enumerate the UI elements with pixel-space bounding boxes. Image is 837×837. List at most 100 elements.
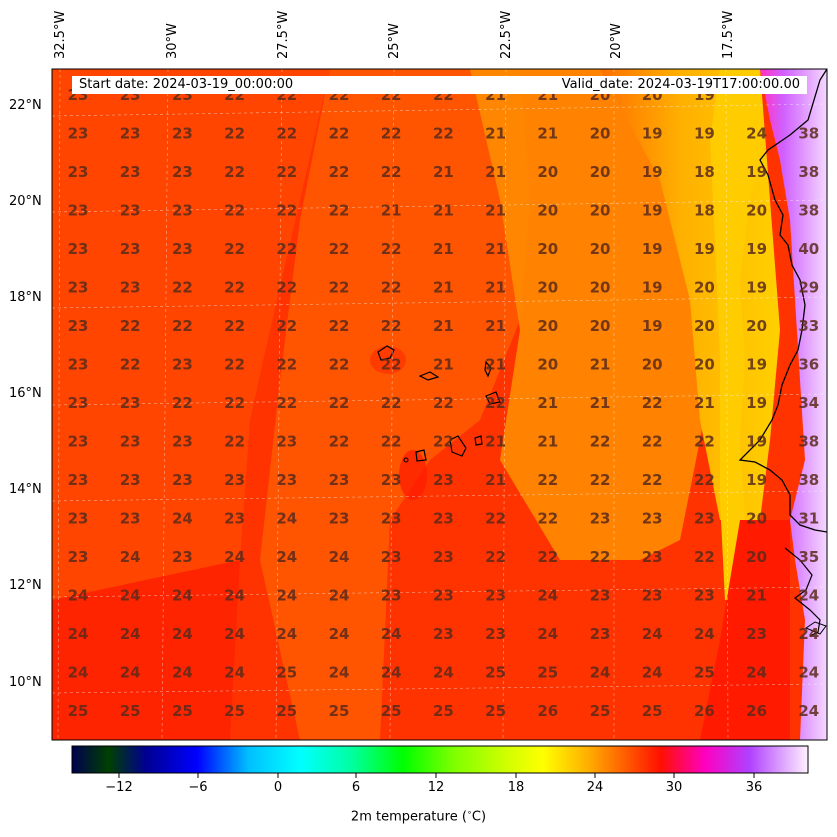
temperature-value: 22 — [381, 433, 402, 451]
temperature-value: 22 — [381, 317, 402, 335]
temperature-value: 21 — [485, 317, 506, 335]
temperature-value: 19 — [642, 279, 663, 297]
temperature-value: 20 — [590, 163, 611, 181]
temperature-value: 21 — [537, 433, 558, 451]
temperature-value: 22 — [694, 433, 715, 451]
temperature-value: 19 — [746, 240, 767, 258]
temperature-value: 24 — [329, 548, 350, 566]
temperature-value: 40 — [798, 240, 819, 258]
temperature-value: 23 — [68, 548, 89, 566]
temperature-value: 24 — [329, 625, 350, 643]
temperature-value: 23 — [381, 471, 402, 489]
temperature-value: 23 — [172, 356, 193, 374]
temperature-value: 24 — [798, 587, 819, 605]
temperature-value: 22 — [276, 317, 297, 335]
temperature-value: 22 — [694, 471, 715, 489]
temperature-value: 21 — [537, 394, 558, 412]
temperature-value: 20 — [537, 279, 558, 297]
temperature-value: 24 — [224, 625, 245, 643]
temperature-value: 22 — [694, 548, 715, 566]
temperature-value: 20 — [590, 202, 611, 220]
lon-label-30w: 30°W — [165, 23, 180, 59]
temperature-value: 22 — [537, 548, 558, 566]
temperature-value: 20 — [694, 317, 715, 335]
island — [377, 345, 395, 361]
temperature-value: 21 — [694, 394, 715, 412]
temperature-value: 21 — [381, 202, 402, 220]
temperature-value: 22 — [381, 279, 402, 297]
temperature-value: 23 — [642, 587, 663, 605]
temperature-value: 22 — [276, 202, 297, 220]
temperature-value: 24 — [120, 548, 141, 566]
temperature-value: 20 — [590, 317, 611, 335]
temperature-value: 21 — [485, 356, 506, 374]
temperature-value: 23 — [381, 587, 402, 605]
temperature-value: 23 — [120, 510, 141, 528]
temperature-value: 20 — [746, 510, 767, 528]
lat-label-10n: 10°N — [9, 675, 42, 690]
lon-label-20w: 20°W — [609, 23, 624, 59]
temperature-value: 23 — [68, 471, 89, 489]
temperature-value: 24 — [172, 587, 193, 605]
temperature-value: 22 — [172, 394, 193, 412]
temperature-value: 21 — [485, 240, 506, 258]
temperature-value: 25 — [276, 664, 297, 682]
temperature-value: 24 — [224, 664, 245, 682]
temperature-value: 19 — [746, 433, 767, 451]
temperature-value: 24 — [798, 625, 819, 643]
temperature-value: 19 — [746, 279, 767, 297]
temperature-value: 19 — [642, 317, 663, 335]
temperature-value: 20 — [537, 202, 558, 220]
temperature-value: 25 — [485, 702, 506, 720]
temperature-value: 22 — [120, 356, 141, 374]
valid-date-text: Valid_date: 2024-03-19T17:00:00.00 — [561, 77, 800, 92]
temperature-value: 23 — [329, 510, 350, 528]
temperature-value: 22 — [224, 240, 245, 258]
temperature-value: 22 — [590, 548, 611, 566]
temperature-value: 22 — [642, 471, 663, 489]
temperature-value: 20 — [537, 356, 558, 374]
temperature-value: 22 — [329, 163, 350, 181]
temperature-value: 26 — [746, 702, 767, 720]
temperature-value: 23 — [68, 394, 89, 412]
temperature-value: 22 — [276, 125, 297, 143]
temperature-value: 22 — [485, 394, 506, 412]
temperature-value: 22 — [485, 510, 506, 528]
temperature-value: 19 — [746, 471, 767, 489]
temperature-value: 19 — [642, 125, 663, 143]
temperature-value: 25 — [485, 664, 506, 682]
temperature-value: 24 — [746, 125, 767, 143]
temperature-value: 24 — [381, 664, 402, 682]
temperature-value: 26 — [537, 702, 558, 720]
temperature-value: 22 — [433, 125, 454, 143]
lat-label-18n: 18°N — [9, 290, 42, 305]
temperature-value: 23 — [642, 548, 663, 566]
temperature-value: 21 — [485, 163, 506, 181]
temperature-value: 21 — [537, 125, 558, 143]
temperature-value: 19 — [642, 202, 663, 220]
temperature-value: 24 — [276, 625, 297, 643]
temperature-value: 29 — [798, 279, 819, 297]
temperature-value: 23 — [433, 548, 454, 566]
temperature-value: 31 — [798, 510, 819, 528]
temperature-value: 24 — [68, 625, 89, 643]
temperature-value: 21 — [485, 202, 506, 220]
temperature-value: 23 — [68, 317, 89, 335]
temperature-value: 22 — [537, 471, 558, 489]
temperature-value: 22 — [276, 394, 297, 412]
lat-label-22n: 22°N — [9, 98, 42, 113]
temperature-value: 23 — [590, 587, 611, 605]
colorbar-tick-label: 0 — [273, 780, 283, 795]
temperature-value: 21 — [433, 356, 454, 374]
temperature-value: 22 — [224, 163, 245, 181]
temperature-value: 23 — [172, 202, 193, 220]
temperature-value: 23 — [68, 279, 89, 297]
temperature-value: 38 — [798, 202, 819, 220]
temperature-value: 22 — [276, 240, 297, 258]
temperature-value: 20 — [694, 356, 715, 374]
temperature-value: 23 — [68, 240, 89, 258]
temperature-value: 24 — [329, 664, 350, 682]
temperature-value: 20 — [746, 317, 767, 335]
temperature-value: 24 — [329, 587, 350, 605]
temperature-value: 22 — [224, 394, 245, 412]
